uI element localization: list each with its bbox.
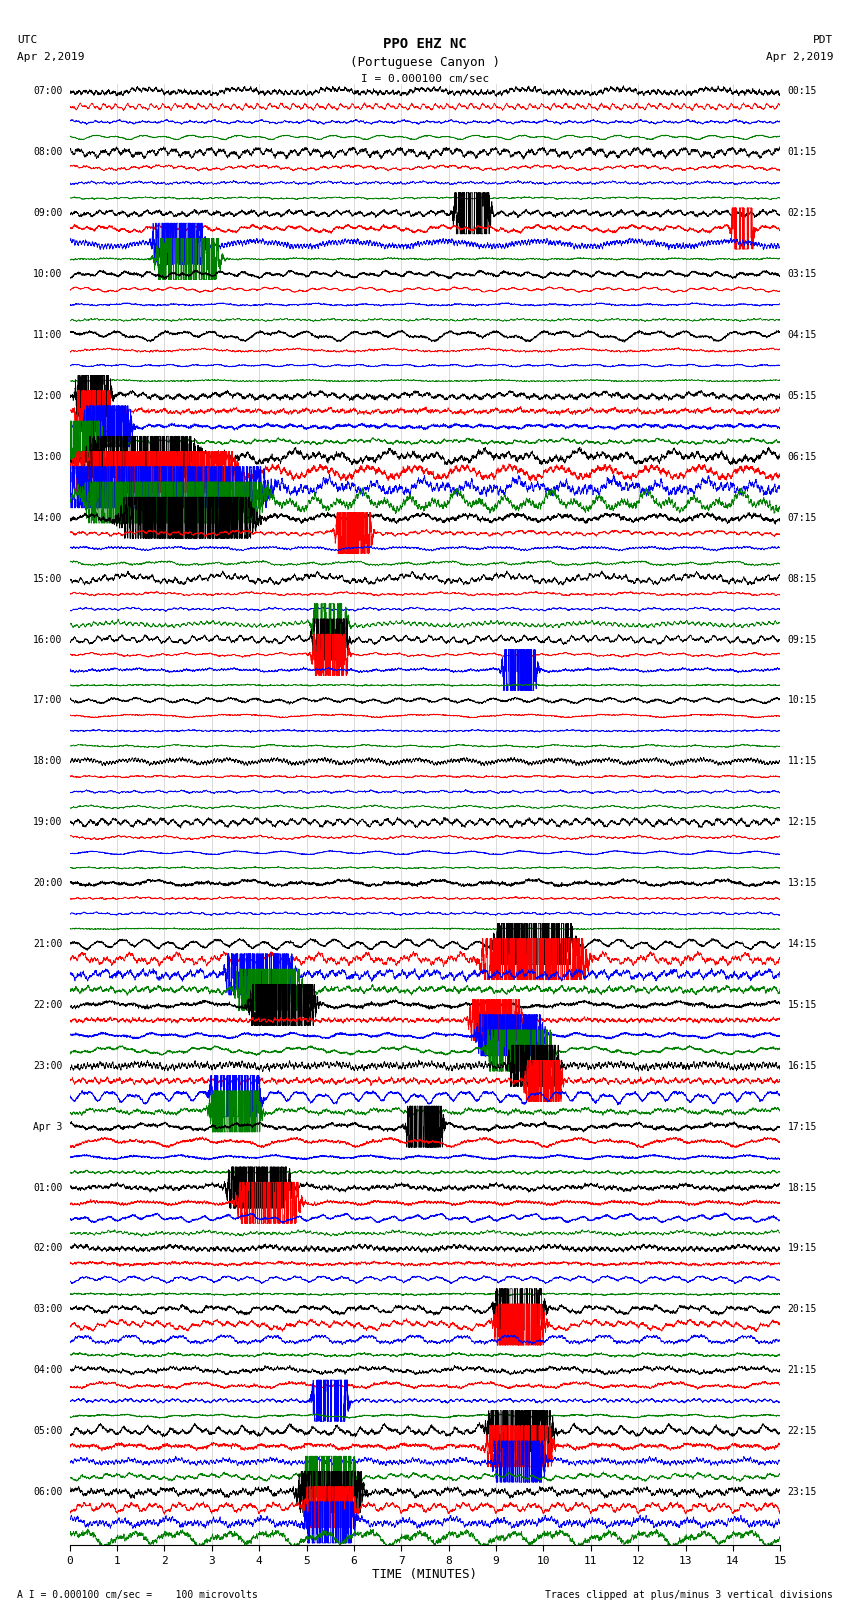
Text: 09:15: 09:15	[787, 634, 817, 645]
Text: 17:00: 17:00	[33, 695, 63, 705]
Text: 05:15: 05:15	[787, 390, 817, 402]
Text: 00:15: 00:15	[787, 87, 817, 97]
Text: 03:00: 03:00	[33, 1305, 63, 1315]
Text: 13:00: 13:00	[33, 452, 63, 461]
Text: 02:00: 02:00	[33, 1244, 63, 1253]
Text: 08:15: 08:15	[787, 574, 817, 584]
Text: 16:15: 16:15	[787, 1061, 817, 1071]
Text: 08:00: 08:00	[33, 147, 63, 158]
Text: 18:00: 18:00	[33, 756, 63, 766]
Text: 07:00: 07:00	[33, 87, 63, 97]
Text: (Portuguese Canyon ): (Portuguese Canyon )	[350, 56, 500, 69]
Text: 23:00: 23:00	[33, 1061, 63, 1071]
Text: UTC: UTC	[17, 35, 37, 45]
Text: 17:15: 17:15	[787, 1121, 817, 1132]
Text: 18:15: 18:15	[787, 1182, 817, 1192]
Text: 10:00: 10:00	[33, 269, 63, 279]
Text: 01:15: 01:15	[787, 147, 817, 158]
Text: 19:00: 19:00	[33, 818, 63, 827]
Text: 15:00: 15:00	[33, 574, 63, 584]
Text: PPO EHZ NC: PPO EHZ NC	[383, 37, 467, 52]
Text: Apr 3: Apr 3	[33, 1121, 63, 1132]
Text: 14:15: 14:15	[787, 939, 817, 948]
Text: 10:15: 10:15	[787, 695, 817, 705]
Text: 06:15: 06:15	[787, 452, 817, 461]
Text: 13:15: 13:15	[787, 877, 817, 889]
Text: Apr 2,2019: Apr 2,2019	[766, 52, 833, 61]
Text: 11:00: 11:00	[33, 331, 63, 340]
Text: 20:00: 20:00	[33, 877, 63, 889]
Text: 16:00: 16:00	[33, 634, 63, 645]
Text: 05:00: 05:00	[33, 1426, 63, 1436]
Text: 09:00: 09:00	[33, 208, 63, 218]
Text: 06:00: 06:00	[33, 1487, 63, 1497]
Text: 02:15: 02:15	[787, 208, 817, 218]
Text: 19:15: 19:15	[787, 1244, 817, 1253]
Text: 03:15: 03:15	[787, 269, 817, 279]
Text: 12:00: 12:00	[33, 390, 63, 402]
Text: Apr 2,2019: Apr 2,2019	[17, 52, 84, 61]
Text: 14:00: 14:00	[33, 513, 63, 523]
Text: 21:00: 21:00	[33, 939, 63, 948]
Text: 22:00: 22:00	[33, 1000, 63, 1010]
Text: 21:15: 21:15	[787, 1365, 817, 1376]
Text: 04:15: 04:15	[787, 331, 817, 340]
Text: 12:15: 12:15	[787, 818, 817, 827]
Text: A I = 0.000100 cm/sec =    100 microvolts: A I = 0.000100 cm/sec = 100 microvolts	[17, 1590, 258, 1600]
Text: 23:15: 23:15	[787, 1487, 817, 1497]
Text: 04:00: 04:00	[33, 1365, 63, 1376]
Text: 07:15: 07:15	[787, 513, 817, 523]
Text: 01:00: 01:00	[33, 1182, 63, 1192]
Text: I = 0.000100 cm/sec: I = 0.000100 cm/sec	[361, 74, 489, 84]
Text: 20:15: 20:15	[787, 1305, 817, 1315]
X-axis label: TIME (MINUTES): TIME (MINUTES)	[372, 1568, 478, 1581]
Text: PDT: PDT	[813, 35, 833, 45]
Text: 15:15: 15:15	[787, 1000, 817, 1010]
Text: Traces clipped at plus/minus 3 vertical divisions: Traces clipped at plus/minus 3 vertical …	[545, 1590, 833, 1600]
Text: 11:15: 11:15	[787, 756, 817, 766]
Text: 22:15: 22:15	[787, 1426, 817, 1436]
